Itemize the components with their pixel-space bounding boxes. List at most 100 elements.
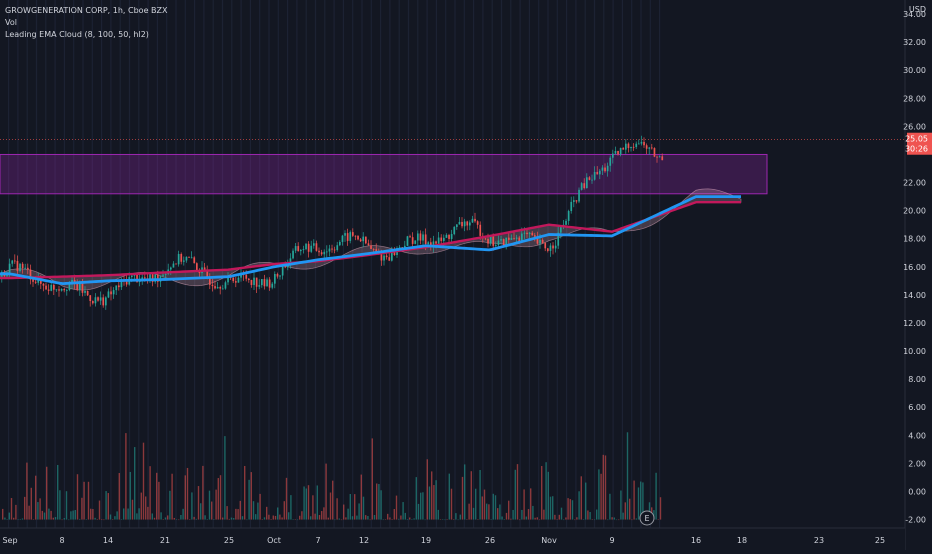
volume-bar	[268, 514, 270, 520]
candle-body	[365, 236, 367, 244]
volume-bar	[613, 517, 615, 520]
volume-bar	[516, 464, 519, 520]
volume-bar	[486, 503, 488, 520]
candle-body	[375, 249, 378, 253]
volume-bar	[292, 519, 294, 520]
candle-body	[21, 263, 24, 269]
volume-bar	[162, 519, 164, 520]
time-tick-label: 8	[59, 536, 64, 545]
volume-bar	[655, 472, 657, 520]
volume-bar	[116, 511, 118, 520]
volume-bar	[244, 465, 246, 520]
volume-bar	[21, 518, 24, 520]
price-tick-label: 18.00	[903, 235, 926, 244]
volume-bar	[202, 465, 204, 520]
price-tick-label: 0.00	[908, 487, 926, 496]
volume-bar	[32, 519, 35, 520]
volume-bar	[552, 496, 554, 520]
candle-body	[474, 218, 476, 222]
volume-bar	[596, 509, 598, 520]
session-stripe	[538, 0, 540, 528]
volume-bar	[138, 508, 140, 520]
session-stripe	[380, 0, 382, 528]
volume-bar	[255, 514, 257, 520]
candle-body	[357, 236, 359, 240]
volume-bar	[569, 499, 571, 520]
candle-body	[424, 234, 427, 245]
time-axis-bg	[0, 528, 905, 550]
time-axis: Sep 8 14 21 25 Oct 7 12 19 26 Nov 9 16 18 23 25	[0, 527, 905, 550]
volume-bar	[351, 516, 354, 520]
volume-bar	[74, 509, 76, 520]
candle-body	[557, 232, 560, 246]
indicator-legend[interactable]: Leading EMA Cloud (8, 100, 50, hl2)	[5, 30, 149, 39]
volume-bar	[565, 517, 567, 520]
candle-body	[331, 248, 333, 250]
candle-body	[180, 253, 183, 262]
candle-body	[305, 243, 307, 250]
time-tick-label: 25	[224, 536, 234, 545]
volume-bar	[301, 511, 303, 520]
session-stripe	[184, 0, 186, 528]
price-tick-label: 8.00	[908, 375, 926, 384]
volume-bar	[325, 463, 327, 520]
volume-bar	[327, 517, 329, 520]
volume-bar	[461, 476, 464, 520]
volume-bar	[600, 473, 602, 520]
volume-bar	[204, 515, 206, 520]
symbol-title[interactable]: GROWGENERATION CORP, 1h, Cboe BZX	[5, 6, 168, 15]
session-stripe	[361, 0, 363, 528]
candle-body	[341, 235, 344, 242]
volume-bar	[277, 507, 279, 520]
volume-bar	[50, 510, 52, 520]
volume-bar	[387, 513, 389, 520]
volume-bar	[343, 504, 345, 520]
candle-body	[489, 236, 492, 244]
volume-bar	[626, 432, 629, 520]
candle-body	[570, 201, 573, 212]
candle-body	[552, 245, 554, 249]
volume-bar	[246, 519, 248, 521]
volume-bar	[492, 493, 494, 520]
candle-body	[94, 297, 97, 304]
candle-body	[495, 245, 497, 246]
volume-bar	[178, 519, 180, 521]
candle-body	[255, 277, 258, 287]
candle-body	[89, 295, 92, 302]
volume-bar	[618, 519, 620, 521]
volume-bar	[494, 495, 497, 520]
candle-body	[227, 276, 229, 283]
volume-bar	[602, 454, 604, 520]
candle-body	[162, 274, 164, 276]
session-stripe	[259, 0, 261, 528]
candle-body	[372, 248, 375, 250]
session-stripe	[45, 0, 47, 528]
candle-body	[92, 301, 94, 304]
volume-legend[interactable]: Vol	[5, 18, 17, 27]
volume-bar	[81, 497, 83, 520]
resistance-zone	[0, 153, 768, 195]
volume-bar	[479, 469, 481, 520]
candle-body	[591, 179, 593, 181]
volume-bar	[37, 502, 39, 520]
volume-bar	[534, 517, 536, 520]
candle-body	[554, 245, 557, 249]
candle-body	[112, 290, 115, 295]
price-tick-label: 30.00	[903, 66, 926, 75]
volume-bar	[145, 496, 147, 520]
volume-bar	[373, 514, 376, 520]
price-axis-currency: USD	[909, 5, 926, 14]
candle-body	[450, 234, 453, 239]
candle-body	[567, 211, 570, 221]
candle-body	[14, 260, 16, 262]
volume-bar	[222, 517, 224, 520]
volume-bar	[582, 519, 585, 520]
volume-bar	[424, 519, 426, 521]
price-tick-label: 22.00	[903, 179, 926, 188]
volume-bar	[532, 505, 534, 520]
candle-body	[50, 284, 53, 291]
candle-body	[440, 237, 443, 241]
candle-body	[443, 237, 445, 241]
